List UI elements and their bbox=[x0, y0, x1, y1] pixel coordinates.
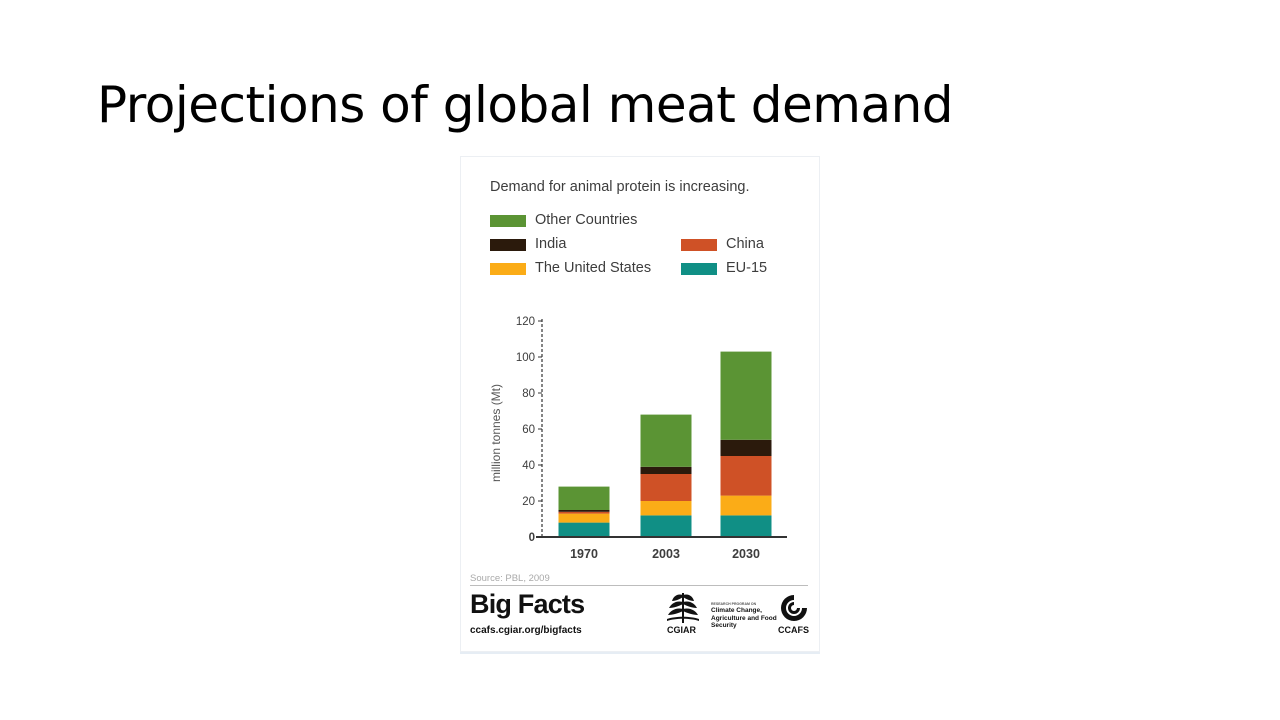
bar-segment-china-2030 bbox=[720, 456, 772, 496]
ccafs-logo-icon bbox=[781, 595, 807, 621]
x-tick-label: 2030 bbox=[732, 547, 760, 561]
legend-swatch-eu-15 bbox=[681, 263, 717, 275]
legend-label-china: China bbox=[726, 236, 764, 252]
y-axis-title: million tonnes (Mt) bbox=[489, 384, 503, 482]
ccafs-label: CCAFS bbox=[778, 625, 809, 635]
cgiar-logo-icon bbox=[667, 593, 699, 623]
legend-swatch-united-states bbox=[490, 263, 526, 275]
brand-title: Big Facts bbox=[470, 589, 585, 619]
bar-segment-india-2003 bbox=[640, 466, 692, 474]
brand-url: ccafs.cgiar.org/bigfacts bbox=[470, 625, 582, 636]
x-tick-label: 2003 bbox=[652, 547, 680, 561]
y-tick-label: 40 bbox=[522, 460, 535, 472]
bar-segment-the-united-states-1970 bbox=[558, 513, 610, 523]
chart-card: Demand for animal protein is increasing.… bbox=[460, 156, 820, 652]
bar-segment-other-countries-2003 bbox=[640, 414, 692, 467]
y-tick-label: 100 bbox=[516, 352, 535, 364]
y-tick-label: 60 bbox=[522, 424, 535, 436]
legend-label-eu-15: EU-15 bbox=[726, 260, 768, 276]
legend-swatch-china bbox=[681, 239, 717, 251]
slide-title: Projections of global meat demand bbox=[97, 76, 954, 134]
bar-segment-other-countries-1970 bbox=[558, 486, 610, 510]
bar-segment-india-2030 bbox=[720, 439, 772, 456]
bar-segment-india-1970 bbox=[558, 510, 610, 512]
x-tick-label: 1970 bbox=[570, 547, 598, 561]
bar-segment-china-2003 bbox=[640, 474, 692, 501]
program-name-text: Climate Change, Agriculture and Food Sec… bbox=[711, 607, 777, 629]
bar-segment-china-1970 bbox=[558, 511, 610, 514]
footer-divider bbox=[470, 585, 808, 586]
legend-label-other-countries: Other Countries bbox=[535, 212, 638, 228]
bar-segment-eu-15-1970 bbox=[558, 522, 610, 537]
legend-label-india: India bbox=[535, 236, 567, 252]
bar-segment-eu-15-2003 bbox=[640, 515, 692, 537]
bar-segment-the-united-states-2003 bbox=[640, 501, 692, 516]
program-name: RESEARCH PROGRAM ON Climate Change, Agri… bbox=[711, 602, 777, 630]
chart-subtitle: Demand for animal protein is increasing. bbox=[490, 179, 750, 195]
program-kicker: RESEARCH PROGRAM ON bbox=[711, 602, 757, 606]
bar-segment-the-united-states-2030 bbox=[720, 495, 772, 516]
stacked-bar-chart: 0 20 40 60 80 100 120 million tonnes (Mt) 1970 20… bbox=[489, 316, 787, 561]
chart-source: Source: PBL, 2009 bbox=[470, 573, 550, 584]
y-tick-label: 120 bbox=[516, 316, 535, 328]
y-tick-label: 80 bbox=[522, 388, 535, 400]
legend-label-united-states: The United States bbox=[535, 260, 652, 276]
legend-swatch-india bbox=[490, 239, 526, 251]
y-tick-label: 0 bbox=[529, 532, 535, 544]
bar-segment-other-countries-2030 bbox=[720, 351, 772, 440]
cgiar-label: CGIAR bbox=[667, 625, 696, 635]
bar-segment-eu-15-2030 bbox=[720, 515, 772, 537]
legend-swatch-other-countries bbox=[490, 215, 526, 227]
y-tick-label: 20 bbox=[522, 496, 535, 508]
